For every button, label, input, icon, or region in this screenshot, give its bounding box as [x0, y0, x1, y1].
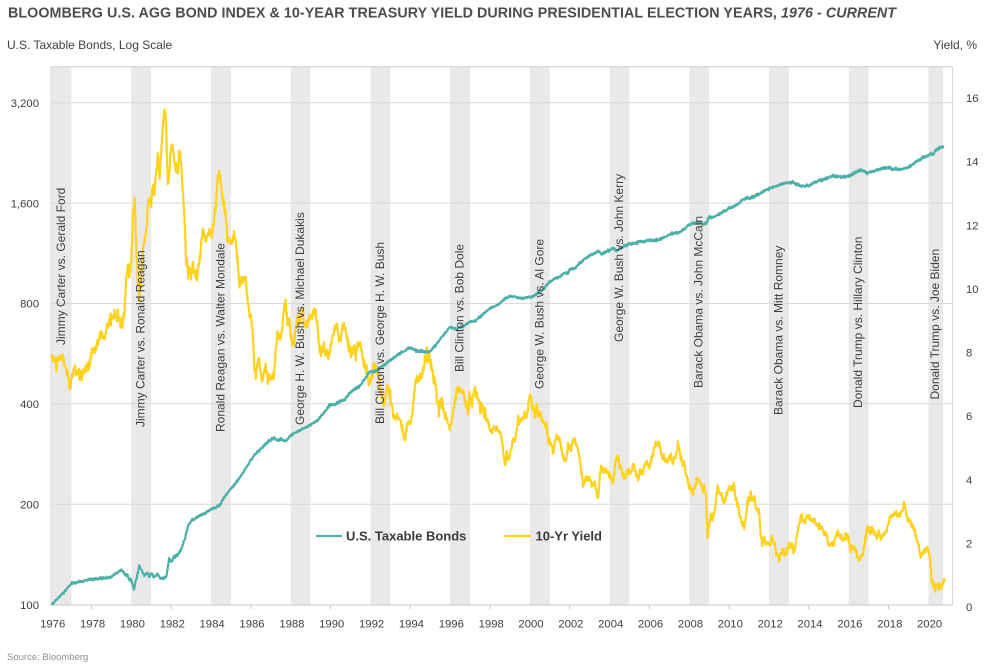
- svg-text:0: 0: [966, 602, 972, 614]
- svg-text:1978: 1978: [80, 619, 105, 631]
- svg-text:4: 4: [966, 475, 972, 487]
- svg-text:1,600: 1,600: [11, 198, 39, 210]
- svg-text:Bill Clinton vs. George H. W.: Bill Clinton vs. George H. W. Bush: [373, 242, 387, 424]
- svg-text:1982: 1982: [160, 619, 185, 631]
- svg-text:Donald Trump vs. Hillary Clint: Donald Trump vs. Hillary Clinton: [851, 237, 865, 408]
- svg-text:1996: 1996: [439, 619, 464, 631]
- svg-text:Bill Clinton vs. Bob Dole: Bill Clinton vs. Bob Dole: [453, 244, 467, 372]
- svg-text:10-Yr Yield: 10-Yr Yield: [536, 529, 603, 544]
- svg-text:George H. W. Bush vs. Michael: George H. W. Bush vs. Michael Dukakis: [293, 212, 307, 425]
- svg-text:1980: 1980: [120, 619, 145, 631]
- svg-text:George W. Bush vs. John Kerry: George W. Bush vs. John Kerry: [612, 174, 626, 342]
- svg-text:2008: 2008: [678, 619, 703, 631]
- svg-text:10: 10: [966, 284, 979, 296]
- svg-text:U.S. Taxable Bonds: U.S. Taxable Bonds: [346, 529, 466, 544]
- svg-text:1992: 1992: [359, 619, 384, 631]
- svg-text:1998: 1998: [479, 619, 504, 631]
- svg-text:Barack Obama vs. Mitt Romney: Barack Obama vs. Mitt Romney: [771, 246, 785, 415]
- svg-text:2004: 2004: [598, 619, 623, 631]
- svg-text:2: 2: [966, 539, 972, 551]
- svg-text:George W. Bush vs. Al Gore: George W. Bush vs. Al Gore: [532, 239, 546, 389]
- svg-text:1976: 1976: [40, 619, 65, 631]
- svg-text:3,200: 3,200: [11, 98, 39, 110]
- svg-text:2014: 2014: [797, 619, 822, 631]
- svg-text:1990: 1990: [319, 619, 344, 631]
- svg-text:2000: 2000: [518, 619, 543, 631]
- svg-text:1984: 1984: [200, 619, 225, 631]
- svg-text:2016: 2016: [837, 619, 862, 631]
- svg-text:200: 200: [20, 499, 39, 511]
- svg-text:100: 100: [20, 600, 39, 612]
- svg-text:U.S. Taxable Bonds, Log Scale: U.S. Taxable Bonds, Log Scale: [7, 38, 173, 52]
- svg-text:2012: 2012: [758, 619, 783, 631]
- svg-text:1988: 1988: [279, 619, 304, 631]
- svg-text:1994: 1994: [399, 619, 424, 631]
- svg-text:800: 800: [20, 299, 39, 311]
- svg-text:Source: Bloomberg: Source: Bloomberg: [7, 652, 88, 663]
- svg-text:6: 6: [966, 411, 972, 423]
- svg-text:2018: 2018: [877, 619, 902, 631]
- svg-text:Ronald Reagan vs. Walter Monda: Ronald Reagan vs. Walter Mondale: [213, 243, 227, 432]
- svg-text:16: 16: [966, 93, 979, 105]
- svg-text:Yield, %: Yield, %: [933, 38, 977, 52]
- svg-text:2002: 2002: [558, 619, 583, 631]
- svg-text:1986: 1986: [239, 619, 264, 631]
- svg-text:14: 14: [966, 157, 979, 169]
- svg-text:400: 400: [20, 399, 39, 411]
- svg-text:2006: 2006: [638, 619, 663, 631]
- svg-text:2010: 2010: [718, 619, 743, 631]
- svg-text:2020: 2020: [917, 619, 942, 631]
- svg-text:BLOOMBERG U.S. AGG BOND INDEX: BLOOMBERG U.S. AGG BOND INDEX & 10-YEAR …: [8, 6, 897, 22]
- svg-text:Barack Obama vs. John McCain: Barack Obama vs. John McCain: [692, 216, 706, 388]
- svg-text:8: 8: [966, 348, 972, 360]
- svg-text:Donald Trump vs. Joe Biden: Donald Trump vs. Joe Biden: [928, 249, 942, 400]
- svg-text:12: 12: [966, 220, 979, 232]
- svg-text:Jimmy Carter vs. Gerald Ford: Jimmy Carter vs. Gerald Ford: [54, 188, 68, 345]
- svg-text:Jimmy Carter vs. Ronald Reagan: Jimmy Carter vs. Ronald Reagan: [134, 250, 148, 427]
